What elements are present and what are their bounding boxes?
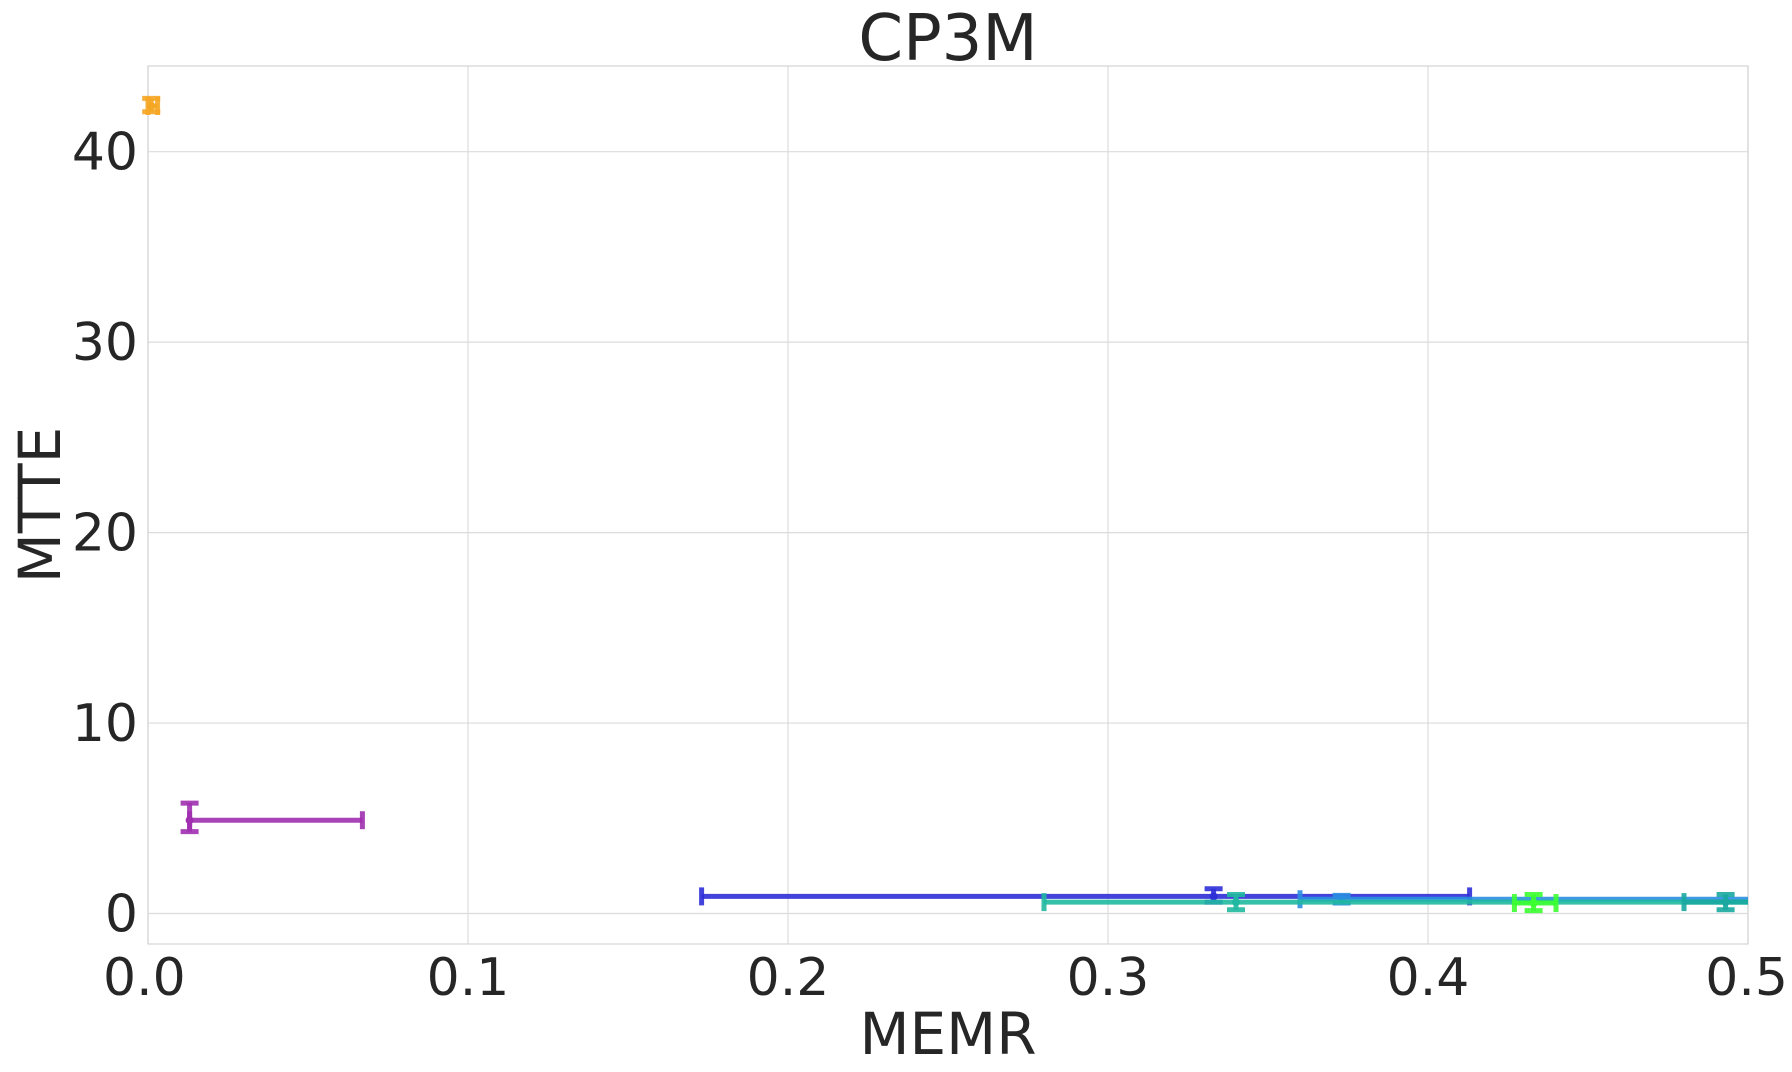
y-tick-labels: 0 10 20 30 40 xyxy=(72,123,138,945)
data-point xyxy=(1209,892,1218,901)
grid xyxy=(147,66,1749,944)
x-tick-label: 0.5 xyxy=(1705,948,1788,1008)
x-tick-label: 0.3 xyxy=(1067,948,1150,1008)
data-point xyxy=(1529,899,1538,908)
x-tick-label: 0.2 xyxy=(747,948,830,1008)
data-series xyxy=(142,95,1748,914)
y-tick-label: 0 xyxy=(105,885,138,945)
data-point xyxy=(147,101,156,110)
data-point xyxy=(1721,898,1730,907)
x-tick-label: 0.4 xyxy=(1387,948,1470,1008)
plot-frame xyxy=(147,65,1749,945)
errorbar-point xyxy=(1681,891,1748,913)
y-axis-label: MTTE xyxy=(6,427,74,584)
errorbar-point xyxy=(180,800,365,835)
errorbar-point xyxy=(1041,891,1748,913)
y-tick-label: 40 xyxy=(72,123,138,183)
y-tick-label: 20 xyxy=(72,504,138,564)
y-tick-label: 10 xyxy=(72,694,138,754)
x-tick-label: 0.1 xyxy=(427,948,510,1008)
data-point xyxy=(185,816,194,825)
errorbar-point xyxy=(1511,891,1559,914)
y-tick-label: 30 xyxy=(72,313,138,373)
x-tick-label: 0.0 xyxy=(103,948,186,1008)
x-tick-labels: 0.0 0.1 0.2 0.3 0.4 0.5 xyxy=(103,948,1788,1008)
data-point xyxy=(1232,898,1240,907)
errorbar-point xyxy=(142,95,161,115)
chart-title: CP3M xyxy=(858,2,1037,76)
x-axis-label: MEMR xyxy=(859,1000,1036,1068)
